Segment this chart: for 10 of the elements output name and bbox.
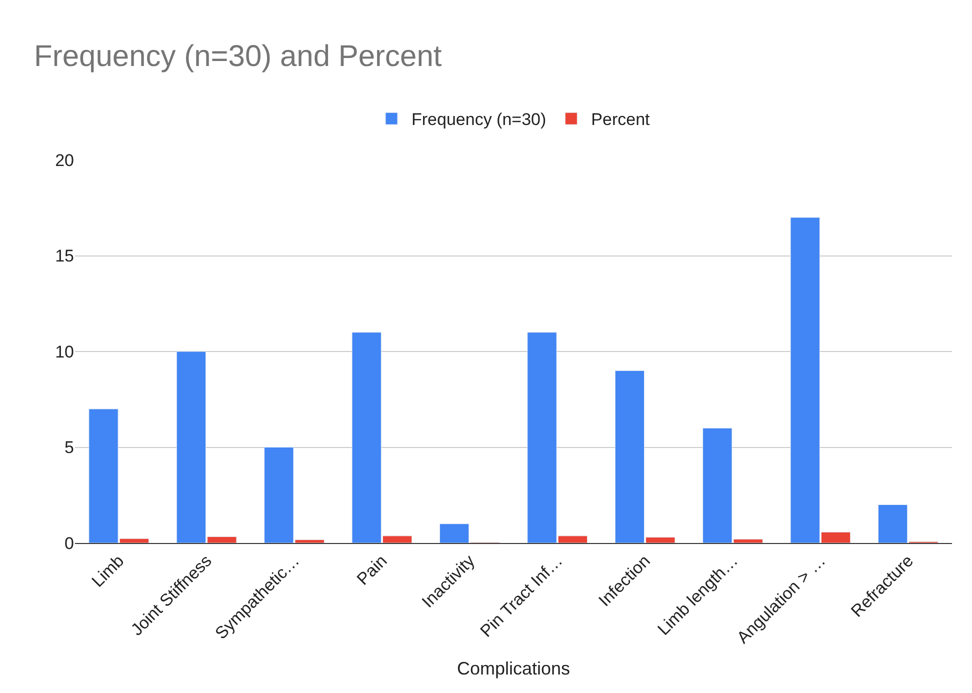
y-tick-label: 20 xyxy=(55,150,74,170)
x-tick-label: Pain xyxy=(353,551,391,589)
y-tick-label: 15 xyxy=(55,246,74,266)
x-axis-title: Complications xyxy=(456,658,570,678)
legend-label: Frequency (n=30) xyxy=(412,110,546,130)
y-tick-label: 10 xyxy=(55,342,74,362)
y-tick-label: 5 xyxy=(64,438,74,458)
y-tick-label: 0 xyxy=(64,534,74,553)
chart-title: Frequency (n=30) and Percent xyxy=(34,40,442,74)
legend-label: Percent xyxy=(591,110,650,130)
